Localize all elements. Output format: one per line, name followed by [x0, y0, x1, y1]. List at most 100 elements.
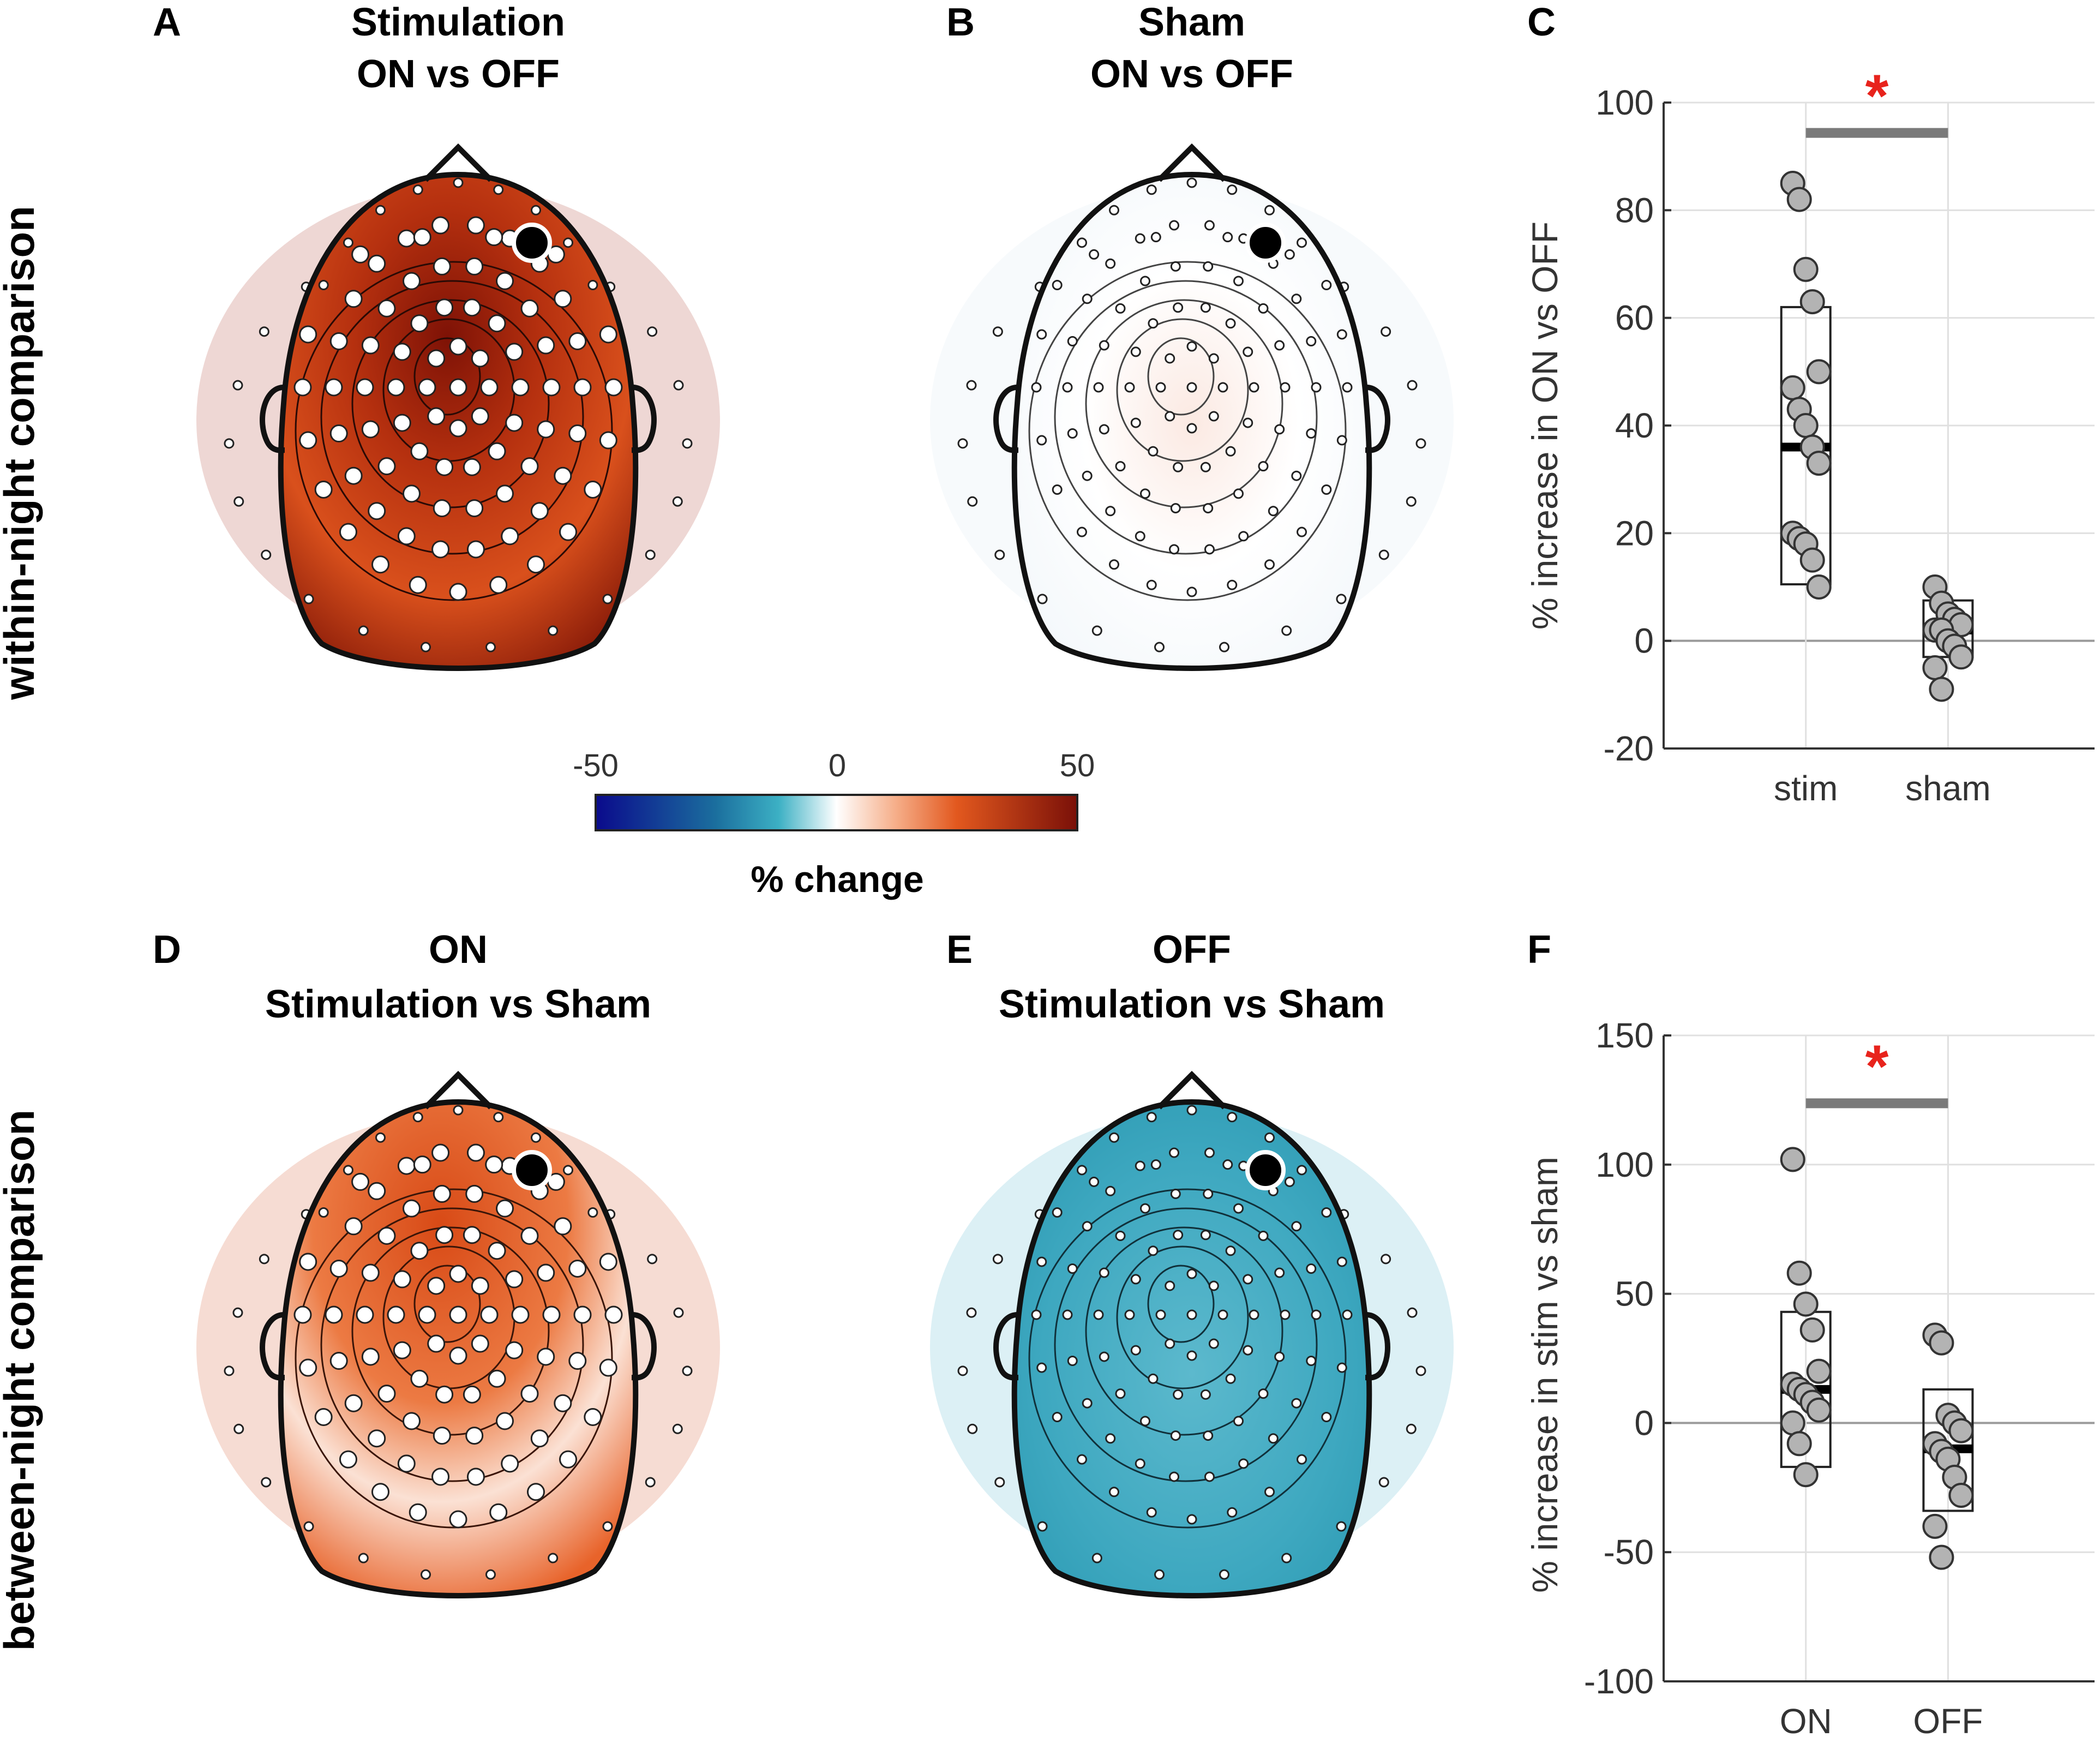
electrode — [559, 1450, 578, 1469]
electrode — [371, 555, 389, 574]
electrode — [584, 1408, 602, 1426]
electrode — [548, 625, 559, 636]
electrode — [1200, 1230, 1211, 1241]
electrode — [1146, 184, 1157, 195]
electrode — [1291, 1221, 1302, 1232]
electrode — [361, 1347, 380, 1366]
data-point — [1922, 655, 1948, 680]
electrode — [1264, 559, 1275, 570]
electrode — [1140, 1416, 1150, 1427]
electrode — [471, 1334, 489, 1353]
electrode — [496, 484, 514, 503]
electrode — [393, 1270, 411, 1289]
electrode — [1258, 461, 1269, 472]
electrode — [410, 1369, 429, 1388]
electrode — [343, 1165, 353, 1176]
data-point — [1799, 1317, 1825, 1343]
electrode — [418, 378, 436, 397]
topomap-title-line1-d: ON — [429, 928, 488, 972]
electrode — [1280, 1309, 1291, 1320]
electrode — [393, 1341, 411, 1359]
electrode — [375, 1132, 386, 1143]
electrode — [466, 1143, 485, 1162]
electrode — [599, 431, 617, 450]
topomap-contours — [1028, 261, 1347, 601]
electrode — [1203, 503, 1214, 514]
y-tick-label: 100 — [1595, 83, 1654, 122]
electrode — [1336, 329, 1347, 340]
electrode — [1093, 1309, 1104, 1320]
electrode — [329, 332, 348, 350]
electrode — [431, 1468, 450, 1486]
panel-label-f: F — [1527, 928, 1551, 972]
y-tick-label: -100 — [1584, 1662, 1654, 1701]
electrode — [511, 378, 530, 397]
electrode — [1336, 435, 1347, 446]
electrode — [1135, 1458, 1145, 1469]
significance-star: * — [1865, 1033, 1889, 1100]
electrode — [672, 1423, 683, 1434]
electrode — [1297, 237, 1307, 248]
data-point — [1929, 1330, 1954, 1356]
electrode — [1052, 1207, 1063, 1218]
electrode — [1099, 1351, 1109, 1362]
electrode — [1130, 417, 1141, 428]
electrode — [329, 1259, 348, 1278]
y-tick-label: 40 — [1615, 406, 1654, 445]
electrode — [1204, 220, 1215, 231]
electrode — [1105, 258, 1116, 269]
electrode — [1284, 249, 1295, 260]
electrode — [1082, 470, 1093, 481]
electrode — [1406, 496, 1417, 507]
left-ear-outline — [993, 385, 1019, 453]
electrode — [463, 298, 481, 317]
data-point — [1793, 1462, 1819, 1488]
electrode — [1291, 1398, 1302, 1409]
electrode — [325, 378, 343, 397]
row-label-between-night: between-night comparison — [0, 1110, 43, 1651]
electrode — [1082, 294, 1093, 304]
electrode — [1124, 1309, 1135, 1320]
electrode — [1062, 382, 1073, 393]
electrode — [531, 205, 541, 215]
electrode — [1306, 428, 1317, 439]
panel-label-e: E — [946, 928, 973, 972]
data-point — [1780, 375, 1805, 400]
topomap-panel-d: D ON Stimulation vs Sham — [153, 928, 720, 1598]
electrode — [599, 1253, 617, 1271]
electrode — [233, 496, 244, 507]
electrode — [568, 1352, 587, 1370]
electrode — [1336, 594, 1347, 604]
electrode — [568, 1259, 587, 1278]
electrode — [1105, 1185, 1116, 1196]
electrode — [1155, 382, 1166, 393]
electrode — [542, 378, 561, 397]
electrode — [1407, 380, 1418, 391]
electrode — [233, 1423, 244, 1434]
electrode — [1204, 1147, 1215, 1158]
electrode — [1249, 382, 1259, 393]
electrode — [224, 1365, 235, 1376]
electrode — [1146, 1112, 1157, 1123]
electrode — [1076, 1165, 1087, 1176]
electrode — [493, 1112, 504, 1123]
electrode — [501, 1454, 519, 1473]
electrode — [1052, 1412, 1063, 1422]
electrode — [1036, 1256, 1047, 1267]
electrode — [427, 1334, 446, 1353]
electrode — [548, 1553, 559, 1564]
electrode — [967, 1423, 978, 1434]
electrode — [1274, 1351, 1285, 1362]
electrode — [1208, 353, 1219, 364]
electrode — [1165, 411, 1175, 422]
electrode — [1258, 1230, 1269, 1241]
electrode — [1130, 346, 1141, 357]
electrode — [358, 1553, 369, 1564]
electrode — [1031, 1309, 1042, 1320]
electrode — [1169, 1471, 1180, 1482]
contour-line — [1028, 1188, 1347, 1529]
electrode — [520, 457, 539, 476]
electrode — [1186, 1105, 1197, 1116]
electrode — [303, 1521, 314, 1532]
stimulation-electrode-marker — [512, 1150, 552, 1190]
